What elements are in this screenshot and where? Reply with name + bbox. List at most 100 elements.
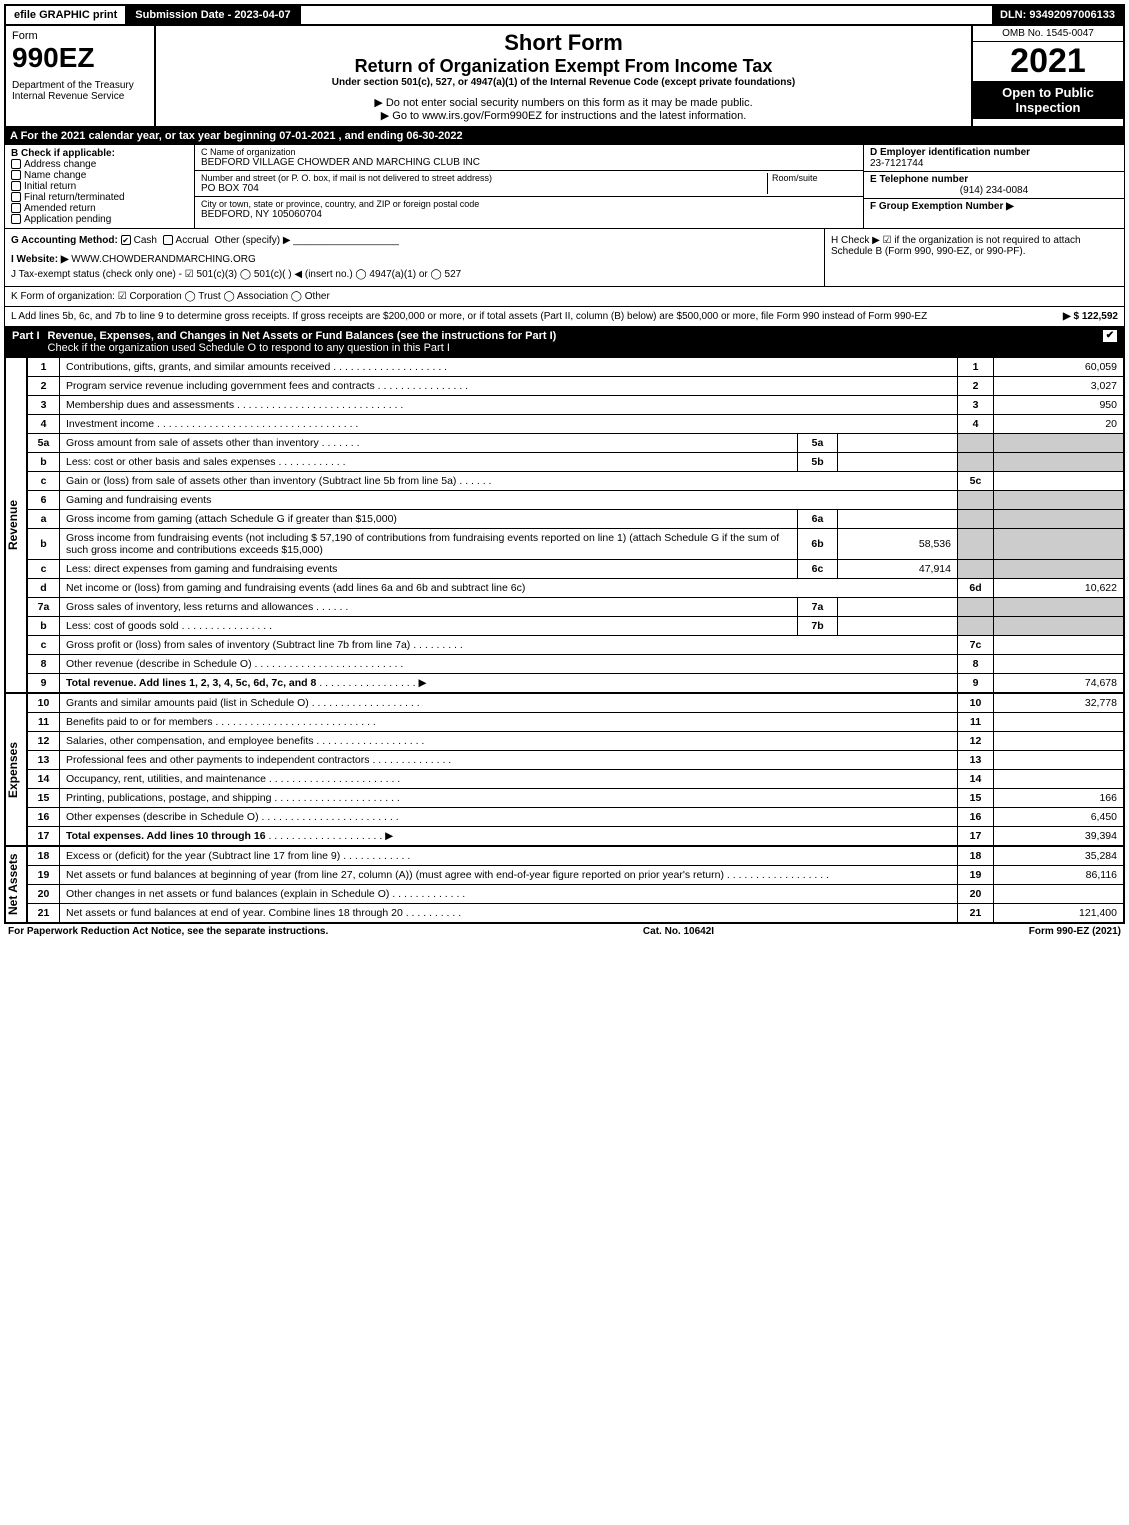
line-5a: 5aGross amount from sale of assets other… — [28, 434, 1124, 453]
footer-center: Cat. No. 10642I — [643, 926, 714, 937]
other-label: Other (specify) ▶ — [214, 235, 290, 246]
g-label: G Accounting Method: — [11, 235, 118, 246]
room-label: Room/suite — [772, 173, 857, 183]
header-center: Short Form Return of Organization Exempt… — [156, 26, 973, 126]
main-title: Return of Organization Exempt From Incom… — [162, 56, 965, 77]
chk-address-label: Address change — [24, 159, 96, 170]
org-name-row: C Name of organization BEDFORD VILLAGE C… — [195, 145, 863, 171]
line-12: 12Salaries, other compensation, and empl… — [28, 732, 1124, 751]
expenses-section: Expenses 10Grants and similar amounts pa… — [4, 693, 1125, 846]
short-form-title: Short Form — [162, 30, 965, 56]
footer-right: Form 990-EZ (2021) — [1029, 926, 1121, 937]
chk-pending-label: Application pending — [24, 214, 111, 225]
accrual-label: Accrual — [176, 235, 209, 246]
line-15: 15Printing, publications, postage, and s… — [28, 789, 1124, 808]
line-11: 11Benefits paid to or for members . . . … — [28, 713, 1124, 732]
revenue-table: 1Contributions, gifts, grants, and simil… — [27, 357, 1124, 693]
netassets-section: Net Assets 18Excess or (deficit) for the… — [4, 846, 1125, 924]
dln: DLN: 93492097006133 — [992, 6, 1123, 24]
group-row: F Group Exemption Number ▶ — [864, 199, 1124, 214]
header-right: OMB No. 1545-0047 2021 Open to Public In… — [973, 26, 1123, 126]
chk-name: Name change — [11, 170, 188, 181]
note-url: ▶ Go to www.irs.gov/Form990EZ for instru… — [162, 109, 965, 122]
netassets-table: 18Excess or (deficit) for the year (Subt… — [27, 846, 1124, 923]
chk-pending: Application pending — [11, 214, 188, 225]
part1-label: Part I — [12, 330, 48, 354]
city-label: City or town, state or province, country… — [201, 199, 857, 209]
tax-year: 2021 — [973, 42, 1123, 81]
line-19: 19Net assets or fund balances at beginni… — [28, 866, 1124, 885]
addr: PO BOX 704 — [201, 183, 767, 194]
submission-date: Submission Date - 2023-04-07 — [127, 6, 300, 24]
line-10: 10Grants and similar amounts paid (list … — [28, 694, 1124, 713]
accounting-method: G Accounting Method: Cash Accrual Other … — [5, 229, 824, 286]
cash-label: Cash — [134, 235, 157, 246]
website-url: WWW.CHOWDERANDMARCHING.ORG — [71, 254, 255, 265]
department: Department of the Treasury Internal Reve… — [12, 80, 148, 102]
line-16: 16Other expenses (describe in Schedule O… — [28, 808, 1124, 827]
city-row: City or town, state or province, country… — [195, 197, 863, 222]
line-13: 13Professional fees and other payments t… — [28, 751, 1124, 770]
line-17: 17Total expenses. Add lines 10 through 1… — [28, 827, 1124, 846]
info-table: B Check if applicable: Address change Na… — [4, 144, 1125, 229]
line-6d: dNet income or (loss) from gaming and fu… — [28, 579, 1124, 598]
efile-label: efile GRAPHIC print — [6, 6, 127, 24]
line-7b: bLess: cost of goods sold . . . . . . . … — [28, 617, 1124, 636]
line-6b: bGross income from fundraising events (n… — [28, 529, 1124, 560]
line-3: 3Membership dues and assessments . . . .… — [28, 396, 1124, 415]
group-label: F Group Exemption Number ▶ — [870, 201, 1118, 212]
addr-label: Number and street (or P. O. box, if mail… — [201, 173, 767, 183]
section-c: C Name of organization BEDFORD VILLAGE C… — [195, 145, 864, 228]
line-1: 1Contributions, gifts, grants, and simil… — [28, 358, 1124, 377]
chk-cash-icon — [121, 235, 131, 245]
org-name: BEDFORD VILLAGE CHOWDER AND MARCHING CLU… — [201, 157, 857, 168]
row-j: J Tax-exempt status (check only one) - ☑… — [11, 269, 818, 280]
expenses-table: 10Grants and similar amounts paid (list … — [27, 693, 1124, 846]
chk-amended-label: Amended return — [24, 203, 96, 214]
chk-final-label: Final return/terminated — [24, 192, 125, 203]
line-7a: 7aGross sales of inventory, less returns… — [28, 598, 1124, 617]
line-2: 2Program service revenue including gover… — [28, 377, 1124, 396]
city: BEDFORD, NY 105060704 — [201, 209, 857, 220]
row-l-amount: ▶ $ 122,592 — [998, 311, 1118, 322]
subtitle: Under section 501(c), 527, or 4947(a)(1)… — [162, 77, 965, 88]
line-20: 20Other changes in net assets or fund ba… — [28, 885, 1124, 904]
line-6c: cLess: direct expenses from gaming and f… — [28, 560, 1124, 579]
row-k: K Form of organization: ☑ Corporation ◯ … — [4, 287, 1125, 307]
part1-header: Part I Revenue, Expenses, and Changes in… — [4, 327, 1125, 357]
line-21: 21Net assets or fund balances at end of … — [28, 904, 1124, 923]
revenue-section: Revenue 1Contributions, gifts, grants, a… — [4, 357, 1125, 693]
row-l: L Add lines 5b, 6c, and 7b to line 9 to … — [4, 307, 1125, 327]
chk-final: Final return/terminated — [11, 192, 188, 203]
line-5b: bLess: cost or other basis and sales exp… — [28, 453, 1124, 472]
chk-name-label: Name change — [24, 170, 86, 181]
part1-check-note: Check if the organization used Schedule … — [48, 342, 450, 354]
header-left: Form 990EZ Department of the Treasury In… — [6, 26, 156, 126]
chk-accrual-icon — [163, 235, 173, 245]
part1-check-icon: ✔ — [1103, 330, 1117, 342]
section-b: B Check if applicable: Address change Na… — [5, 145, 195, 228]
addr-row: Number and street (or P. O. box, if mail… — [195, 171, 863, 197]
ein-label: D Employer identification number — [870, 147, 1118, 158]
footer-left: For Paperwork Reduction Act Notice, see … — [8, 926, 328, 937]
revenue-sidebar: Revenue — [5, 357, 27, 693]
note-ssn: ▶ Do not enter social security numbers o… — [162, 96, 965, 109]
line-7c: cGross profit or (loss) from sales of in… — [28, 636, 1124, 655]
line-8: 8Other revenue (describe in Schedule O) … — [28, 655, 1124, 674]
ein-row: D Employer identification number 23-7121… — [864, 145, 1124, 172]
line-4: 4Investment income . . . . . . . . . . .… — [28, 415, 1124, 434]
netassets-sidebar: Net Assets — [5, 846, 27, 923]
line-9: 9Total revenue. Add lines 1, 2, 3, 4, 5c… — [28, 674, 1124, 693]
i-label: I Website: ▶ — [11, 254, 69, 265]
expenses-sidebar: Expenses — [5, 693, 27, 846]
section-b-title: B Check if applicable: — [11, 148, 188, 159]
row-l-text: L Add lines 5b, 6c, and 7b to line 9 to … — [11, 311, 998, 322]
open-inspection: Open to Public Inspection — [973, 81, 1123, 119]
row-g-h: G Accounting Method: Cash Accrual Other … — [4, 229, 1125, 287]
form-number: 990EZ — [12, 42, 148, 74]
top-bar: efile GRAPHIC print Submission Date - 20… — [4, 4, 1125, 26]
org-name-label: C Name of organization — [201, 147, 857, 157]
chk-initial-label: Initial return — [24, 181, 76, 192]
form-header: Form 990EZ Department of the Treasury In… — [4, 26, 1125, 128]
line-6a: aGross income from gaming (attach Schedu… — [28, 510, 1124, 529]
